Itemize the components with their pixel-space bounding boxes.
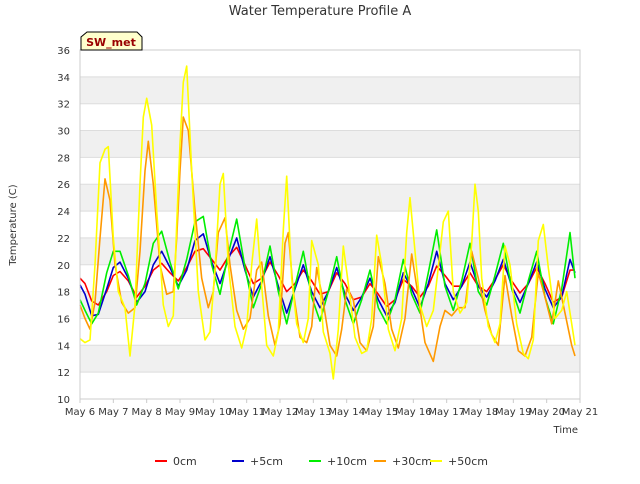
plot-band <box>80 103 580 131</box>
plot-band <box>80 130 580 158</box>
y-axis-label: Temperature (C) <box>8 184 19 266</box>
x-tick-label: May 8 <box>132 407 162 418</box>
station-label-box <box>80 31 143 51</box>
x-tick-label: May 7 <box>98 407 128 418</box>
legend-label: +30cm <box>392 455 432 468</box>
y-tick-label: 22 <box>57 234 70 245</box>
x-tick-label: May 14 <box>328 407 365 418</box>
x-tick-label: May 16 <box>395 407 432 418</box>
plot-band <box>80 50 580 77</box>
chart-title: Water Temperature Profile A <box>229 4 412 19</box>
y-axis-ticks: 10 12 14 16 18 20 22 24 26 28 30 32 34 36 <box>57 46 70 406</box>
x-axis-label: Time <box>553 425 578 436</box>
y-tick-label: 16 <box>57 314 70 325</box>
x-tick-label: May 21 <box>562 407 599 418</box>
x-tick-label: May 17 <box>428 407 465 418</box>
plot-band <box>80 237 580 265</box>
plot-band <box>80 157 580 185</box>
y-tick-label: 28 <box>57 153 70 164</box>
x-tick-label: May 15 <box>362 407 399 418</box>
legend-label: +10cm <box>327 455 367 468</box>
y-tick-label: 12 <box>57 368 70 379</box>
y-tick-label: 20 <box>57 261 70 272</box>
x-tick-label: May 11 <box>228 407 265 418</box>
legend-label: +5cm <box>250 455 283 468</box>
legend-label: +50cm <box>448 455 488 468</box>
legend-label: 0cm <box>173 455 197 468</box>
legend: 0cm +5cm +10cm +30cm +50cm <box>155 455 488 468</box>
x-tick-label: May 13 <box>295 407 332 418</box>
plot-band <box>80 184 580 212</box>
y-tick-label: 18 <box>57 288 70 299</box>
x-tick-label: May 9 <box>165 407 195 418</box>
x-tick-label: May 12 <box>262 407 299 418</box>
series-line-5cm <box>79 233 576 317</box>
plot-band <box>80 76 580 104</box>
plot-frame <box>79 49 581 400</box>
y-tick-label: 14 <box>57 341 70 352</box>
x-tick-label: May 6 <box>65 407 95 418</box>
plot-band <box>80 372 580 399</box>
station-label: SW_met <box>86 36 136 49</box>
x-tick-label: May 10 <box>195 407 232 418</box>
y-tick-label: 34 <box>57 73 70 84</box>
y-tick-label: 30 <box>57 127 70 138</box>
y-tick-label: 32 <box>57 100 70 111</box>
plot-band <box>80 211 580 238</box>
x-tick-label: May 20 <box>528 407 565 418</box>
station-label-badge: SW_met <box>80 31 143 51</box>
series-lines <box>79 65 576 380</box>
y-tick-label: 24 <box>57 207 70 218</box>
x-tick-label: May 18 <box>462 407 499 418</box>
x-tick-label: May 19 <box>495 407 532 418</box>
y-tick-label: 10 <box>57 395 70 406</box>
plot-band <box>80 291 580 319</box>
y-tick-label: 26 <box>57 180 70 191</box>
y-tick-label: 36 <box>57 46 70 57</box>
series-line-50cm <box>79 65 576 380</box>
